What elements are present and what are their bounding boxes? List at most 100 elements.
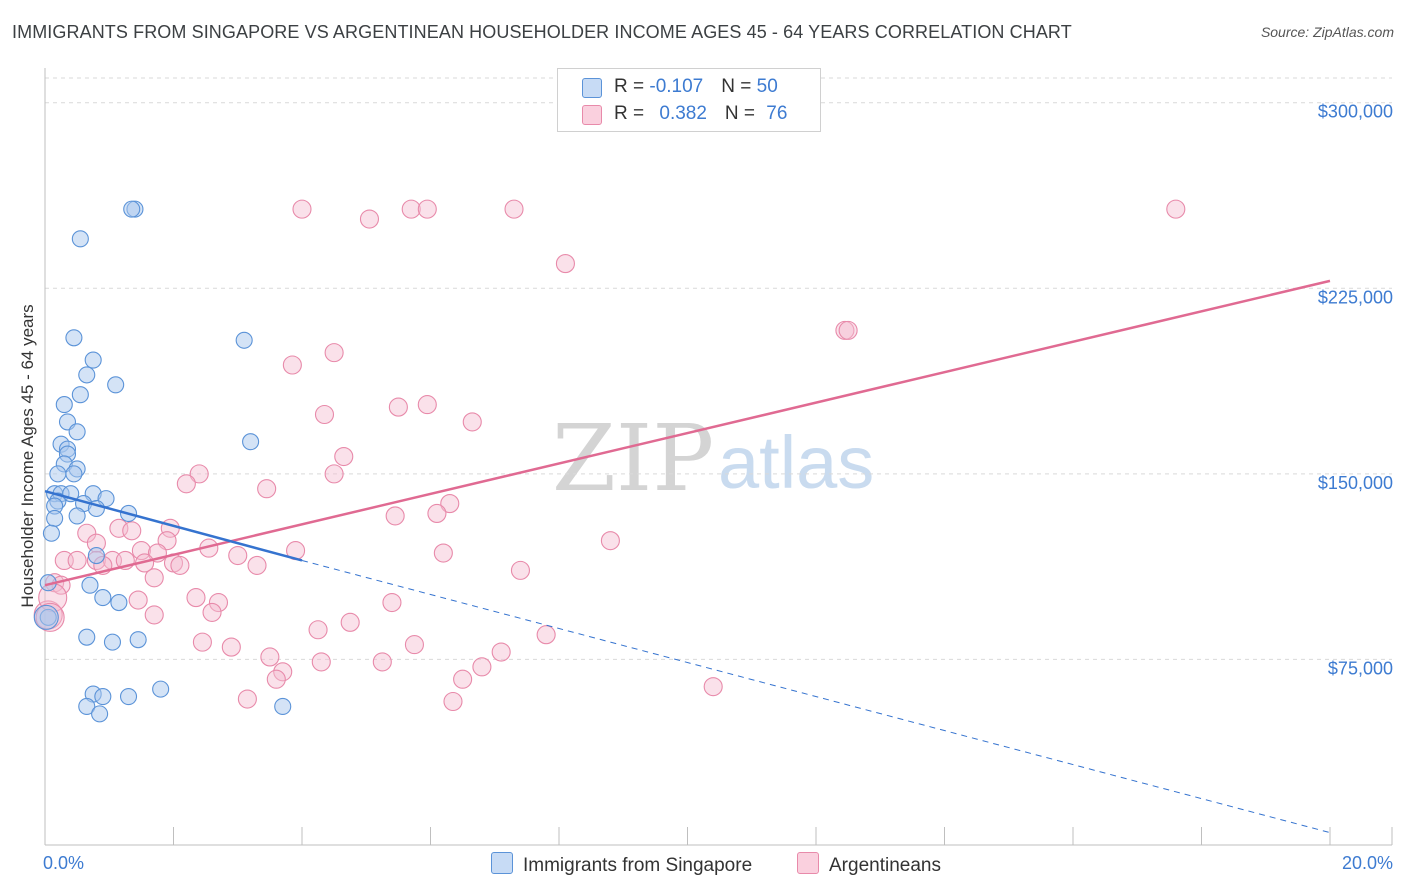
point-argentineans [170, 555, 190, 575]
point-singapore [68, 423, 86, 441]
point-argentineans [340, 612, 360, 632]
trend-lines [44, 279, 1331, 834]
point-argentineans [703, 677, 723, 697]
legend-stats-argentineans: R = 0.382 N = 76 [614, 103, 788, 124]
point-argentineans [504, 199, 524, 219]
point-singapore [65, 329, 83, 347]
axis-labels: $75,000 $150,000 $225,000 $300,000 0.0% 20.0%… [18, 102, 1393, 873]
point-argentineans [838, 320, 858, 340]
grid-lines [45, 77, 1392, 660]
y-tick-label: $225,000 [1318, 287, 1393, 307]
point-argentineans [359, 209, 380, 229]
point-singapore [71, 230, 89, 248]
point-singapore [81, 576, 99, 594]
bottom-legend-argentineans: Argentineans [797, 852, 941, 877]
point-singapore [274, 697, 292, 715]
source-credit: Source: ZipAtlas.com [1260, 24, 1394, 40]
point-argentineans [440, 494, 460, 514]
point-argentineans [260, 647, 280, 667]
point-singapore [84, 351, 102, 369]
point-argentineans [555, 254, 575, 274]
point-singapore [129, 631, 147, 649]
point-argentineans [472, 657, 492, 677]
point-argentineans [510, 560, 531, 580]
x-tick-label-max: 20.0% [1342, 853, 1393, 873]
watermark-atlas: atlas [718, 421, 874, 504]
point-singapore [71, 386, 89, 404]
point-argentineans [372, 652, 392, 672]
point-argentineans [311, 652, 331, 672]
point-singapore [78, 697, 96, 715]
point-argentineans [186, 588, 206, 608]
point-argentineans [266, 669, 286, 689]
point-argentineans [228, 545, 248, 566]
point-argentineans [144, 605, 164, 625]
trend-line-singapore-extension [301, 559, 1331, 834]
point-singapore [91, 705, 109, 723]
legend-swatch-argentineans [582, 105, 602, 125]
point-argentineans [221, 637, 241, 657]
point-argentineans [131, 541, 151, 561]
point-singapore [242, 433, 260, 451]
point-argentineans [128, 590, 148, 610]
point-singapore [78, 366, 96, 384]
point-argentineans [388, 397, 408, 417]
point-argentineans [385, 506, 405, 526]
point-singapore [33, 604, 59, 630]
point-argentineans [122, 521, 142, 541]
point-argentineans [1166, 199, 1186, 219]
y-tick-label: $300,000 [1318, 102, 1393, 122]
point-argentineans [404, 635, 424, 655]
point-argentineans [144, 568, 164, 588]
point-singapore [94, 687, 112, 706]
point-argentineans [189, 464, 209, 484]
point-argentineans [491, 642, 511, 662]
point-singapore [123, 200, 141, 218]
legend-swatch-singapore [582, 78, 602, 98]
point-argentineans [324, 464, 344, 484]
point-argentineans [382, 592, 402, 613]
watermark: ZIP atlas [552, 405, 874, 512]
point-argentineans [417, 395, 437, 415]
point-argentineans [433, 543, 453, 563]
series-singapore [33, 200, 292, 723]
point-singapore [42, 524, 60, 542]
point-singapore [78, 628, 96, 646]
point-argentineans [536, 625, 556, 645]
point-argentineans [77, 523, 97, 543]
point-argentineans [401, 199, 421, 219]
x-tick-label-min: 0.0% [43, 853, 84, 873]
point-singapore [110, 593, 128, 612]
bottom-swatch-argentineans [797, 852, 819, 874]
point-argentineans [202, 602, 222, 622]
point-singapore [68, 507, 86, 525]
point-singapore [65, 465, 83, 483]
bottom-swatch-singapore [491, 852, 513, 874]
chart-title: IMMIGRANTS FROM SINGAPORE VS ARGENTINEAN… [12, 22, 1072, 42]
point-argentineans [324, 343, 344, 363]
legend-stats-singapore: R = -0.107 N = 50 [614, 76, 778, 97]
point-argentineans [176, 474, 196, 494]
point-argentineans [208, 592, 229, 613]
point-singapore [152, 680, 170, 698]
point-argentineans [257, 479, 277, 499]
point-argentineans [192, 632, 212, 652]
point-argentineans [453, 669, 473, 689]
bottom-legend-singapore: Immigrants from Singapore [491, 852, 752, 877]
point-argentineans [292, 199, 312, 219]
y-tick-label: $75,000 [1328, 658, 1393, 678]
point-singapore [235, 331, 253, 349]
stats-legend: R = -0.107 N = 50 R = 0.382 N = 76 [557, 68, 821, 132]
point-singapore [87, 546, 105, 565]
point-argentineans [67, 550, 87, 571]
point-argentineans [237, 689, 257, 709]
point-singapore [94, 589, 112, 607]
point-argentineans [247, 555, 267, 575]
trend-line-argentineans [44, 279, 1331, 587]
point-argentineans [600, 531, 620, 551]
point-argentineans [334, 447, 354, 467]
point-argentineans [443, 691, 463, 712]
point-argentineans [282, 355, 302, 375]
point-singapore [107, 376, 125, 394]
